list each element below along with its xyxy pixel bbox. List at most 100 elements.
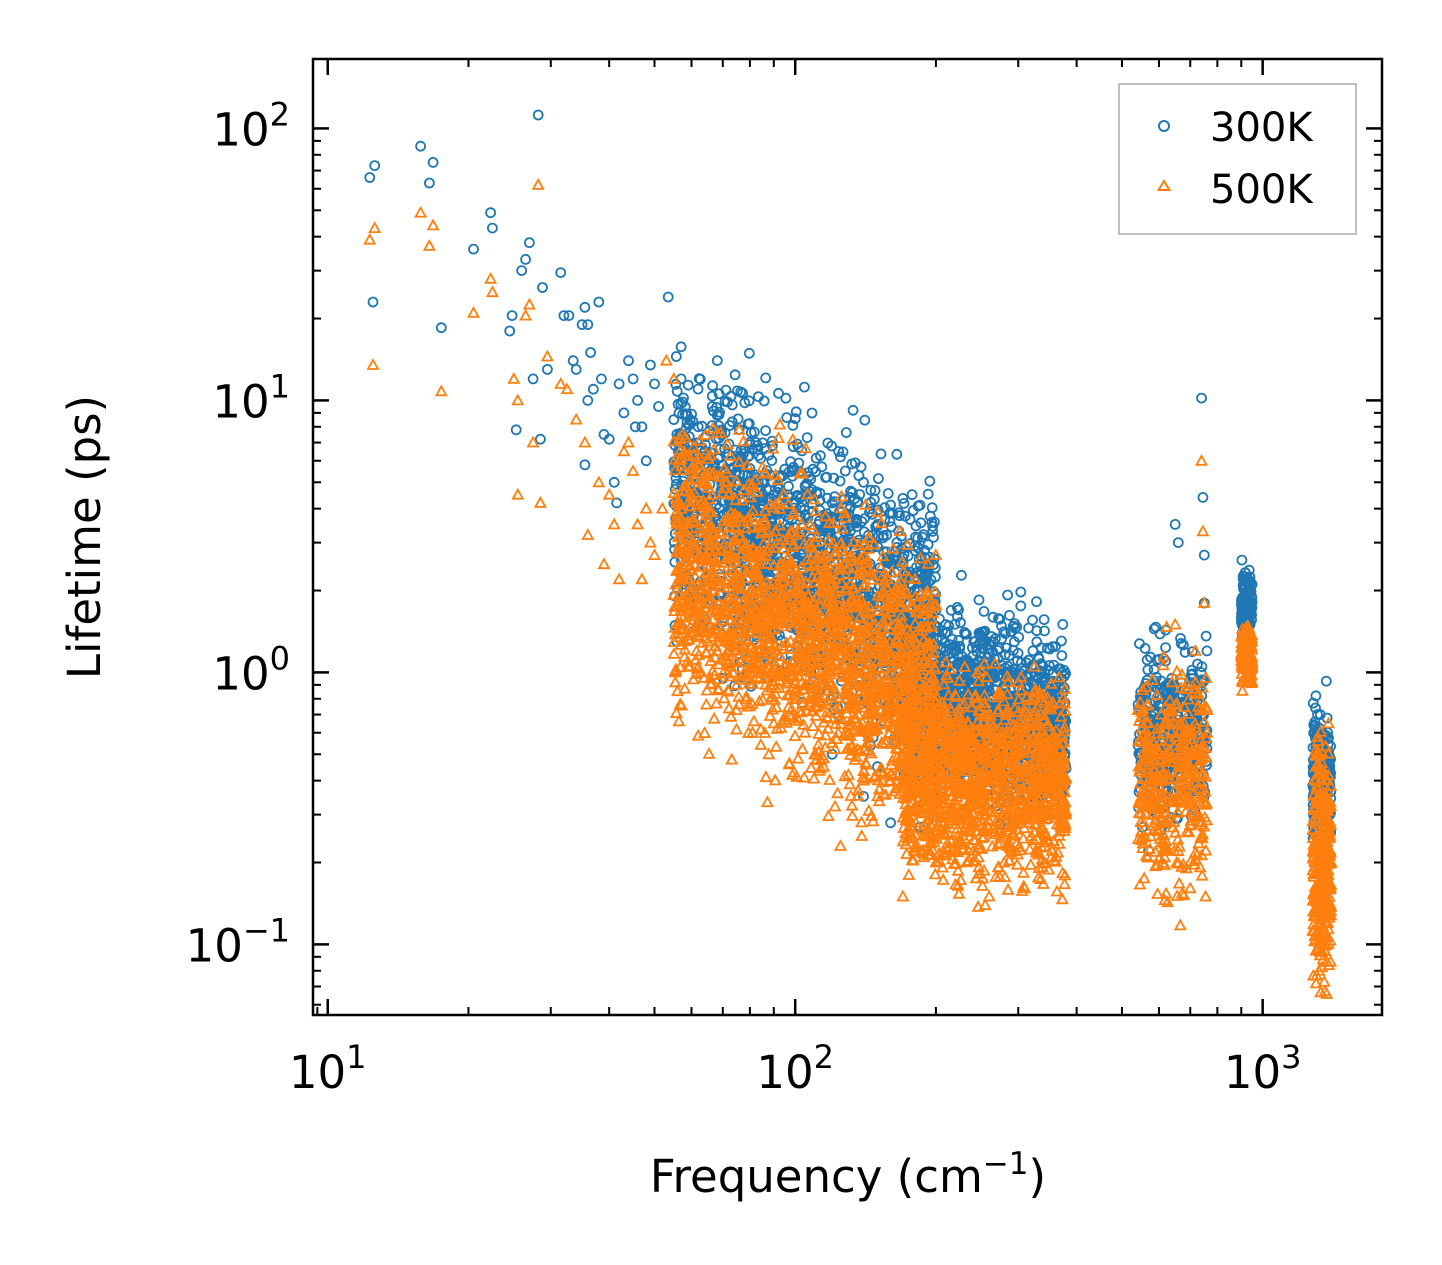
point-300k — [937, 625, 948, 637]
point-300k — [692, 383, 704, 395]
point-300k — [706, 420, 718, 431]
point-300k — [532, 109, 544, 121]
point-300k — [486, 222, 498, 234]
point-300k — [799, 509, 811, 521]
point-300k — [902, 550, 914, 562]
point-300k — [603, 433, 615, 445]
point-300k — [558, 310, 570, 322]
point-300k — [694, 373, 706, 385]
point-300k — [919, 574, 931, 586]
point-300k — [753, 450, 764, 462]
point-300k — [711, 355, 723, 367]
point-300k — [1175, 638, 1187, 649]
point-300k — [1057, 619, 1069, 630]
point-300k — [1145, 651, 1156, 663]
point-500k — [668, 675, 682, 688]
point-300k — [1236, 554, 1248, 566]
point-300k — [894, 510, 905, 522]
point-300k — [1056, 650, 1068, 661]
point-300k — [1015, 600, 1027, 612]
point-300k — [846, 487, 858, 498]
point-300k — [958, 655, 970, 667]
point-300k — [732, 413, 744, 425]
point-300k — [1172, 537, 1184, 548]
point-300k — [613, 378, 625, 390]
point-500k — [667, 647, 681, 659]
point-300k — [758, 395, 770, 407]
point-300k — [910, 545, 921, 557]
point-300k — [1238, 579, 1249, 590]
point-300k — [863, 529, 874, 541]
point-300k — [767, 476, 779, 488]
point-300k — [510, 424, 522, 436]
point-500k — [720, 437, 735, 450]
point-300k — [992, 645, 1004, 656]
point-300k — [882, 488, 894, 499]
point-300k — [713, 502, 725, 514]
point-300k — [872, 519, 883, 530]
point-500k — [826, 536, 840, 549]
point-300k — [520, 253, 531, 265]
point-300k — [423, 177, 435, 189]
point-300k — [632, 394, 643, 406]
point-300k — [1239, 567, 1251, 579]
point-300k — [1039, 667, 1050, 678]
point-300k — [427, 156, 439, 168]
point-300k — [711, 499, 722, 511]
point-300k — [367, 296, 379, 308]
point-300k — [786, 465, 798, 477]
point-300k — [1169, 519, 1181, 530]
point-300k — [928, 531, 939, 543]
point-300k — [1310, 702, 1321, 714]
point-300k — [945, 604, 957, 616]
point-500k — [795, 466, 809, 479]
point-300k — [985, 664, 996, 675]
point-300k — [1004, 610, 1015, 621]
point-300k — [582, 394, 594, 406]
point-300k — [940, 619, 952, 630]
point-500k — [782, 756, 796, 769]
point-300k — [737, 387, 748, 399]
point-300k — [629, 421, 641, 433]
point-300k — [468, 243, 479, 255]
point-300k — [955, 617, 966, 628]
point-300k — [828, 472, 840, 484]
point-300k — [649, 378, 660, 390]
point-300k — [838, 493, 850, 505]
point-300k — [949, 645, 961, 657]
point-300k — [1002, 589, 1013, 601]
point-300k — [724, 420, 735, 431]
point-300k — [744, 437, 756, 448]
point-300k — [706, 401, 718, 412]
point-300k — [926, 517, 938, 528]
point-300k — [998, 626, 1010, 638]
point-300k — [800, 486, 811, 498]
data-points-layer — [363, 109, 1338, 999]
point-300k — [1056, 635, 1067, 647]
point-300k — [618, 407, 630, 419]
point-300k — [668, 414, 680, 426]
point-300k — [485, 207, 497, 219]
point-300k — [924, 510, 936, 522]
point-300k — [415, 140, 427, 152]
point-300k — [570, 363, 582, 375]
point-300k — [1320, 675, 1332, 687]
point-300k — [713, 409, 725, 421]
point-300k — [699, 445, 710, 457]
point-500k — [759, 770, 773, 782]
point-500k — [808, 504, 823, 517]
point-300k — [627, 373, 639, 385]
point-300k — [555, 267, 567, 279]
point-300k — [1186, 646, 1198, 658]
point-300k — [958, 667, 970, 679]
point-300k — [931, 632, 943, 644]
point-300k — [858, 476, 869, 488]
point-300k — [924, 475, 936, 487]
point-300k — [766, 455, 778, 467]
point-300k — [1200, 630, 1212, 642]
point-300k — [611, 497, 623, 509]
point-300k — [563, 310, 575, 322]
point-300k — [917, 531, 928, 543]
point-300k — [787, 419, 799, 431]
